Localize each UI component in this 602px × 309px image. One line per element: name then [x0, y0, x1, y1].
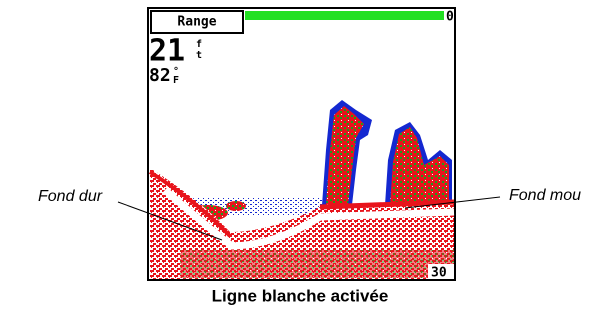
temp-unit: F [173, 75, 179, 86]
caption: Ligne blanche activée [212, 286, 389, 305]
annotation: Fond mou [509, 187, 581, 204]
bottom-scale: 30 [431, 266, 447, 281]
sonar-bottom [180, 250, 454, 278]
sonar-fish [226, 201, 246, 211]
depth: 21 [149, 34, 185, 69]
annotation: Fond dur [38, 188, 103, 205]
sonar-screen: Range 0 21 f t 82 ° F 30 [148, 8, 455, 281]
depth-unit: f [196, 39, 202, 50]
figure: Range 0 21 f t 82 ° F 30 Fond dur Fond m… [0, 0, 602, 309]
range-label: Range [177, 15, 216, 30]
depth-unit: t [196, 50, 202, 61]
top-scale: 0 [446, 10, 454, 25]
temperature: 82 [149, 65, 171, 86]
bar [245, 11, 444, 20]
